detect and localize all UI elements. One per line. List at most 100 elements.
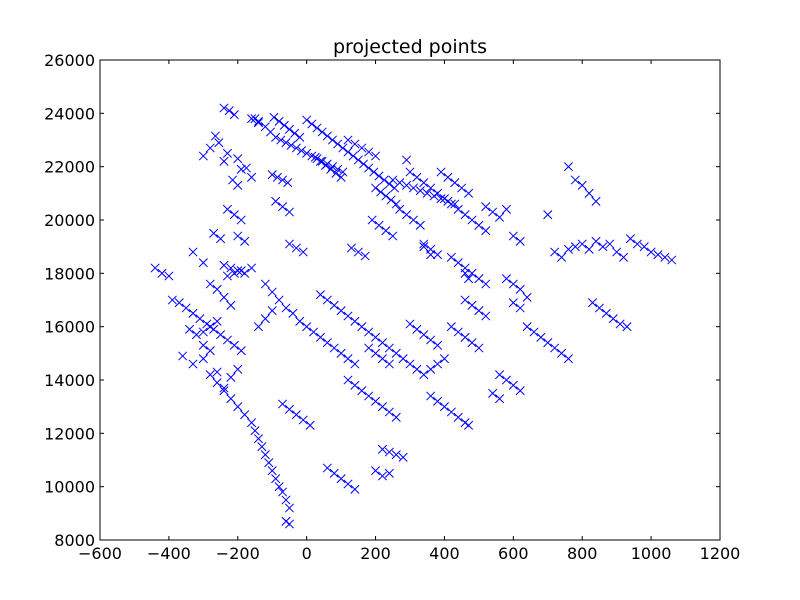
data-point — [515, 284, 525, 294]
data-point — [439, 402, 449, 412]
data-point — [364, 147, 374, 157]
data-point — [660, 252, 670, 262]
data-point — [358, 159, 369, 169]
data-point — [274, 116, 284, 126]
data-point — [422, 188, 432, 198]
data-point — [481, 279, 491, 289]
y-tick-label: 20000 — [44, 211, 95, 230]
data-point — [426, 335, 436, 345]
data-point — [219, 260, 229, 270]
data-point — [298, 247, 308, 257]
data-point — [264, 458, 274, 468]
y-tick-label: 24000 — [44, 104, 95, 123]
data-point — [315, 156, 325, 166]
data-point — [284, 404, 294, 414]
data-point — [307, 119, 317, 129]
data-point — [550, 343, 560, 353]
data-point — [322, 131, 332, 141]
data-point — [167, 295, 177, 305]
data-point — [619, 252, 629, 262]
data-point — [181, 303, 191, 313]
data-point — [350, 380, 360, 390]
data-point — [557, 252, 567, 262]
data-point — [563, 244, 573, 254]
data-point — [367, 215, 377, 225]
data-point — [467, 338, 477, 348]
data-point — [426, 391, 436, 401]
data-point — [464, 188, 474, 198]
data-point — [253, 434, 263, 444]
y-tick-label: 12000 — [44, 424, 95, 443]
data-point — [247, 263, 257, 273]
data-point — [271, 132, 281, 142]
data-point — [331, 168, 341, 178]
data-point — [464, 274, 474, 284]
data-point — [439, 354, 449, 364]
data-point — [226, 394, 236, 404]
data-point — [284, 519, 294, 529]
data-point — [405, 319, 415, 329]
data-point — [550, 247, 560, 257]
data-point — [364, 391, 374, 401]
chart-title: projected points — [333, 36, 487, 58]
data-point — [369, 167, 379, 177]
data-point — [185, 324, 195, 334]
data-point — [224, 106, 234, 116]
data-point — [305, 420, 315, 430]
data-point — [384, 447, 394, 457]
data-point — [205, 346, 215, 356]
data-point — [284, 503, 294, 513]
y-tick-label: 18000 — [44, 264, 95, 283]
data-point — [612, 247, 622, 257]
data-point — [291, 410, 301, 420]
data-point — [608, 314, 618, 324]
data-point — [302, 322, 312, 332]
data-point — [563, 162, 573, 172]
data-point — [384, 343, 394, 353]
data-point — [377, 354, 387, 364]
data-point — [377, 338, 387, 348]
data-point — [398, 452, 408, 462]
data-point — [543, 210, 553, 220]
data-point — [501, 375, 511, 385]
data-point — [371, 466, 381, 476]
data-point — [357, 386, 367, 396]
data-point — [307, 151, 317, 161]
x-tick-label: 600 — [498, 544, 529, 563]
data-point — [229, 210, 239, 220]
data-point — [214, 138, 224, 148]
data-point — [284, 207, 294, 217]
data-point — [408, 215, 418, 225]
data-point — [360, 251, 370, 261]
data-point — [247, 114, 257, 124]
data-point — [222, 271, 232, 281]
data-point — [188, 359, 198, 369]
data-point — [415, 186, 425, 196]
data-point — [317, 127, 327, 137]
y-tick-label: 14000 — [44, 371, 95, 390]
data-point — [296, 146, 307, 156]
x-tick-label: 400 — [429, 544, 460, 563]
data-point — [350, 484, 360, 494]
data-point — [336, 474, 346, 484]
data-point — [446, 322, 456, 332]
data-point — [371, 151, 381, 161]
data-point — [281, 303, 291, 313]
data-point — [174, 298, 184, 308]
data-point — [164, 271, 174, 281]
data-point — [474, 274, 484, 284]
data-point — [426, 183, 436, 193]
data-point — [357, 322, 367, 332]
data-point — [467, 268, 477, 278]
data-point — [295, 316, 305, 326]
data-point — [515, 303, 525, 313]
data-point — [433, 396, 443, 406]
data-point — [653, 250, 663, 260]
data-point — [419, 242, 429, 252]
data-point — [298, 415, 308, 425]
data-point — [281, 138, 291, 148]
data-point — [570, 242, 580, 252]
data-point — [508, 298, 518, 308]
data-point — [222, 148, 232, 158]
